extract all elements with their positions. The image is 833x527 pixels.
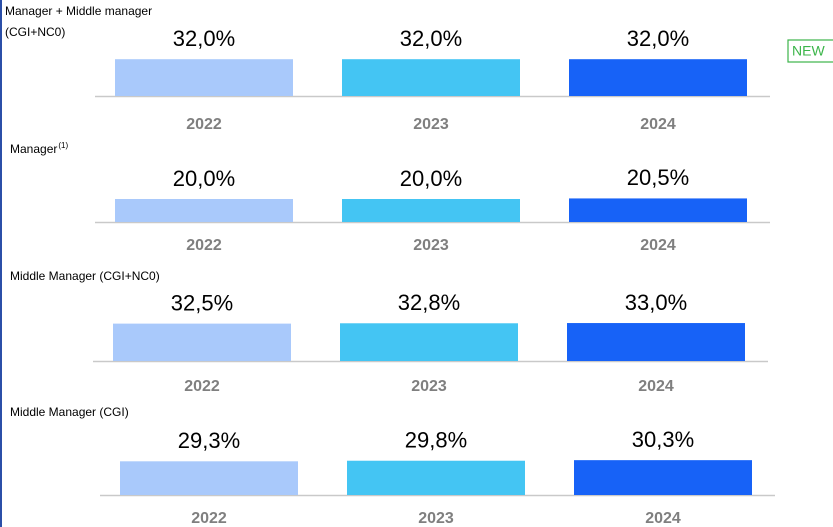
chart-title: (CGI+NC0) [5,25,65,39]
badge: NEW [792,43,825,59]
chart-title: Manager + Middle manager [5,4,152,18]
x-tick-label: 2022 [184,378,220,395]
bar [569,59,747,96]
bar [115,59,293,96]
value-label: 32,0% [627,26,689,51]
value-label: 33,0% [625,290,687,315]
value-label: 20,5% [627,165,689,190]
x-tick-label: 2024 [638,378,674,395]
bar [567,323,745,361]
x-tick-label: 2024 [640,116,676,133]
x-tick-label: 2023 [418,510,454,527]
value-label: 32,0% [400,26,462,51]
chart-title: Manager [10,142,57,156]
value-label: 32,5% [171,290,233,315]
bar [574,460,752,495]
bar [115,199,293,222]
bar [340,323,518,361]
x-tick-label: 2022 [191,510,227,527]
chart-title: Middle Manager (CGI) [10,405,129,419]
x-tick-label: 2022 [186,116,222,133]
value-label: 20,0% [173,166,235,191]
bar [120,461,298,495]
bar [347,460,525,495]
value-label: 29,8% [405,428,467,453]
chart-title: Middle Manager (CGI+NC0) [10,269,160,283]
bar [342,59,520,96]
x-tick-label: 2022 [186,237,222,254]
badge-frame [787,39,833,63]
x-tick-label: 2023 [411,378,447,395]
value-label: 32,0% [173,26,235,51]
value-label: 29,3% [178,428,240,453]
x-tick-label: 2023 [413,116,449,133]
bar [342,199,520,222]
bar [113,323,291,361]
title-superscript: (1) [58,141,68,150]
x-tick-label: 2024 [645,510,681,527]
x-tick-label: 2024 [640,237,676,254]
bar [569,198,747,222]
value-label: 32,8% [398,290,460,315]
value-label: 30,3% [632,427,694,452]
x-tick-label: 2023 [413,237,449,254]
value-label: 20,0% [400,166,462,191]
